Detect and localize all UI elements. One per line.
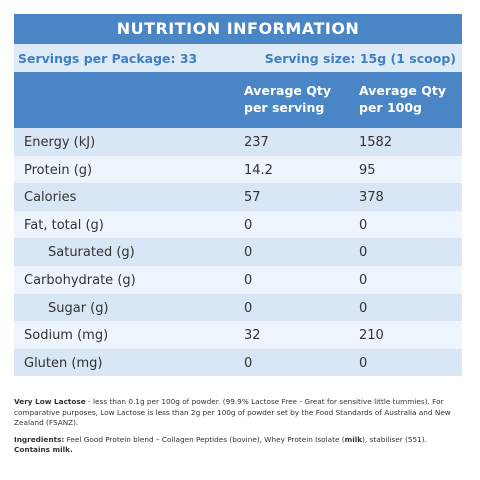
value-per-serving: 57 (244, 190, 261, 206)
servings-per-package: Servings per Package: 33 (18, 50, 198, 66)
nutrient-sublabel: Saturated (g) (48, 245, 135, 261)
table-row: Energy (kJ) 237 1582 (14, 128, 462, 156)
lactose-note: Very Low Lactose - less than 0.1g per 10… (14, 397, 462, 429)
table-row: Sugar (g) 0 0 (14, 293, 462, 322)
value-per-serving: 0 (244, 300, 253, 316)
table-header: Average Qty per serving Average Qty per … (14, 72, 462, 128)
value-per-serving: 32 (244, 328, 261, 344)
lactose-note-heading: Very Low Lactose (14, 397, 86, 406)
table-row: Carbohydrate (g) 0 0 (14, 265, 462, 294)
value-per-100g: 95 (359, 162, 376, 178)
value-per-serving: 0 (244, 245, 253, 261)
nutrient-label: Gluten (mg) (24, 355, 103, 371)
table-row: Calories 57 378 (14, 183, 462, 211)
table-row: Protein (g) 14.2 95 (14, 155, 462, 184)
ingredients-text-end: ), stabiliser (551). (362, 434, 427, 444)
ingredients-text: Feel Good Protein blend – Collagen Pepti… (64, 434, 345, 444)
table-row: Fat, total (g) 0 0 (14, 210, 462, 239)
value-per-serving: 0 (244, 272, 253, 288)
allergen-milk: milk (344, 434, 363, 444)
nutrition-panel: NUTRITION INFORMATION Servings per Packa… (14, 14, 462, 377)
nutrient-sublabel: Sugar (g) (48, 300, 109, 316)
table-row: Sodium (mg) 32 210 (14, 321, 462, 349)
column-header-per-100g: Average Qty per 100g (359, 83, 446, 115)
panel-title: NUTRITION INFORMATION (14, 14, 462, 44)
value-per-100g: 210 (359, 328, 384, 344)
servings-bar: Servings per Package: 33 Serving size: 1… (14, 44, 462, 72)
value-per-100g: 1582 (359, 135, 393, 150)
value-per-serving: 0 (244, 355, 253, 371)
value-per-100g: 0 (359, 300, 368, 316)
ingredients-note: Ingredients: Feel Good Protein blend – C… (14, 435, 462, 456)
nutrient-label: Energy (kJ) (24, 135, 96, 150)
ingredients-label: Ingredients: (14, 434, 65, 444)
value-per-100g: 0 (359, 245, 368, 261)
lactose-note-text: - less than 0.1g per 100g of powder. (99… (14, 397, 451, 427)
nutrient-label: Protein (g) (24, 162, 93, 178)
footnotes: Very Low Lactose - less than 0.1g per 10… (14, 397, 462, 462)
value-per-100g: 0 (359, 355, 368, 371)
value-per-100g: 0 (359, 217, 368, 233)
nutrient-label: Sodium (mg) (24, 328, 109, 344)
table-row: Saturated (g) 0 0 (14, 238, 462, 266)
value-per-serving: 14.2 (244, 162, 273, 178)
value-per-100g: 0 (359, 272, 368, 288)
table-row: Gluten (mg) 0 0 (14, 348, 462, 377)
nutrient-label: Carbohydrate (g) (24, 272, 136, 288)
value-per-serving: 237 (244, 135, 269, 150)
nutrient-label: Fat, total (g) (24, 217, 104, 233)
column-header-per-serving: Average Qty per serving (244, 83, 331, 115)
value-per-serving: 0 (244, 217, 253, 233)
contains-milk-warning: Contains milk. (14, 445, 73, 454)
serving-size: Serving size: 15g (1 scoop) (264, 50, 456, 66)
nutrient-label: Calories (24, 190, 77, 206)
value-per-100g: 378 (359, 190, 384, 206)
